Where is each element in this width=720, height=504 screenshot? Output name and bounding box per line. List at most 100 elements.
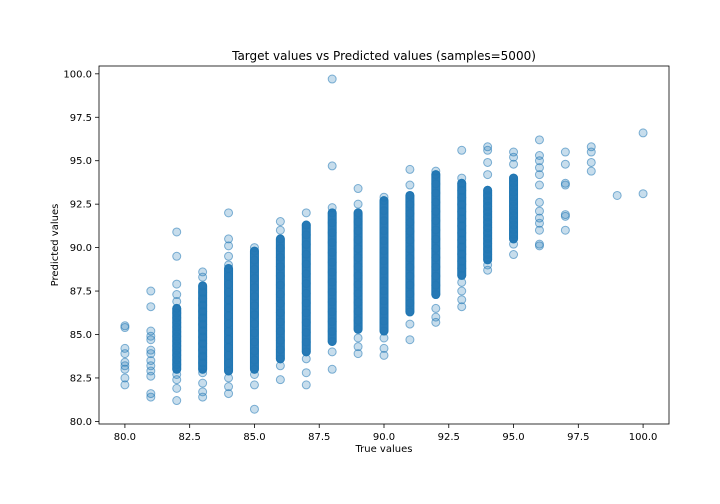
scatter-point (275, 361, 285, 371)
scatter-point (146, 335, 156, 345)
scatter-point (353, 199, 363, 209)
y-tick-label: 92.5 (70, 200, 92, 211)
scatter-point (405, 164, 415, 174)
scatter-point (146, 286, 156, 296)
scatter-point (172, 336, 182, 346)
scatter-point (431, 216, 441, 226)
scatter-point (224, 334, 234, 344)
scatter-point (379, 226, 389, 236)
scatter-point (301, 368, 311, 378)
x-tick-label: 80.0 (114, 432, 136, 443)
scatter-point (224, 295, 234, 305)
scatter-point (275, 308, 285, 318)
scatter-point (560, 159, 570, 169)
scatter-point (483, 170, 493, 180)
scatter-point (353, 235, 363, 245)
scatter-point (509, 173, 519, 183)
scatter-point (146, 349, 156, 359)
scatter-point (379, 196, 389, 206)
scatter-point (405, 244, 415, 254)
y-tick-label: 87.5 (70, 287, 92, 298)
scatter-point (353, 280, 363, 290)
scatter-point (431, 166, 441, 176)
scatter-point (301, 380, 311, 390)
scatter-point (379, 206, 389, 216)
scatter-point (509, 192, 519, 202)
scatter-point (457, 173, 467, 183)
scatter-point (560, 147, 570, 157)
scatter-point (172, 308, 182, 318)
scatter-point (249, 355, 259, 365)
scatter-point (457, 207, 467, 217)
x-tick-label: 82.5 (179, 432, 201, 443)
scatter-point (198, 326, 208, 336)
scatter-point (301, 308, 311, 318)
scatter-point (327, 307, 337, 317)
scatter-point (509, 182, 519, 192)
scatter-point (457, 221, 467, 231)
scatter-point (198, 364, 208, 374)
scatter-point (327, 228, 337, 238)
scatter-point (379, 326, 389, 336)
scatter-point (612, 190, 622, 200)
scatter-point (509, 211, 519, 221)
scatter-point (457, 242, 467, 252)
scatter-point (509, 187, 519, 197)
scatter-point (224, 241, 234, 251)
x-tick-label: 95.0 (502, 432, 524, 443)
scatter-point (405, 319, 415, 329)
scatter-point (172, 322, 182, 332)
scatter-point (509, 239, 519, 249)
y-tick-label: 85.0 (70, 330, 92, 341)
scatter-point (534, 225, 544, 235)
y-tick-label: 80.0 (70, 417, 92, 428)
scatter-point (353, 271, 363, 281)
scatter-point (146, 392, 156, 402)
scatter-point (172, 332, 182, 342)
scatter-point (560, 180, 570, 190)
scatter-point (327, 327, 337, 337)
scatter-point (431, 243, 441, 253)
scatter-point (172, 383, 182, 393)
scatter-point (379, 316, 389, 326)
scatter-point (431, 262, 441, 272)
scatter-point (172, 313, 182, 323)
scatter-point (379, 192, 389, 202)
scatter-point (353, 288, 363, 298)
scatter-point (172, 317, 182, 327)
scatter-point (509, 201, 519, 211)
scatter-point (431, 197, 441, 207)
scatter-point (224, 350, 234, 360)
scatter-point (172, 396, 182, 406)
scatter-point (483, 142, 493, 152)
scatter-point (457, 185, 467, 195)
scatter-point (301, 318, 311, 328)
scatter-point (431, 179, 441, 189)
scatter-point (638, 189, 648, 199)
scatter-point (534, 156, 544, 166)
scatter-point (405, 307, 415, 317)
scatter-point (457, 302, 467, 312)
scatter-point (534, 206, 544, 216)
scatter-point (509, 178, 519, 188)
scatter-point (301, 230, 311, 240)
chart-title: Target values vs Predicted values (sampl… (231, 49, 536, 63)
scatter-point (224, 208, 234, 218)
scatter-point (431, 271, 441, 281)
scatter-point (198, 368, 208, 378)
scatter-point (431, 225, 441, 235)
scatter-point (275, 243, 285, 253)
scatter-point (172, 346, 182, 356)
scatter-point (457, 256, 467, 266)
scatter-point (353, 297, 363, 307)
scatter-point (249, 255, 259, 265)
scatter-point (509, 229, 519, 239)
scatter-point (509, 152, 519, 162)
scatter-point (638, 128, 648, 138)
y-axis-label: Predicted values (50, 204, 61, 287)
scatter-point (249, 369, 259, 379)
scatter-point (224, 358, 234, 368)
scatter-point (146, 371, 156, 381)
scatter-point (379, 276, 389, 286)
scatter-point (405, 190, 415, 200)
